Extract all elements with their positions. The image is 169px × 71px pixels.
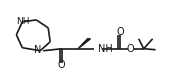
- Text: NH: NH: [98, 44, 113, 54]
- Text: N: N: [34, 45, 41, 55]
- Polygon shape: [78, 39, 90, 49]
- Text: NH: NH: [17, 17, 30, 26]
- Text: O: O: [117, 27, 125, 37]
- Text: O: O: [127, 44, 135, 54]
- Text: O: O: [57, 60, 65, 70]
